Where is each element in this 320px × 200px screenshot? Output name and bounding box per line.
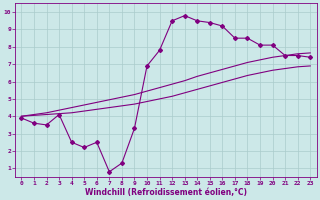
X-axis label: Windchill (Refroidissement éolien,°C): Windchill (Refroidissement éolien,°C) bbox=[85, 188, 247, 197]
